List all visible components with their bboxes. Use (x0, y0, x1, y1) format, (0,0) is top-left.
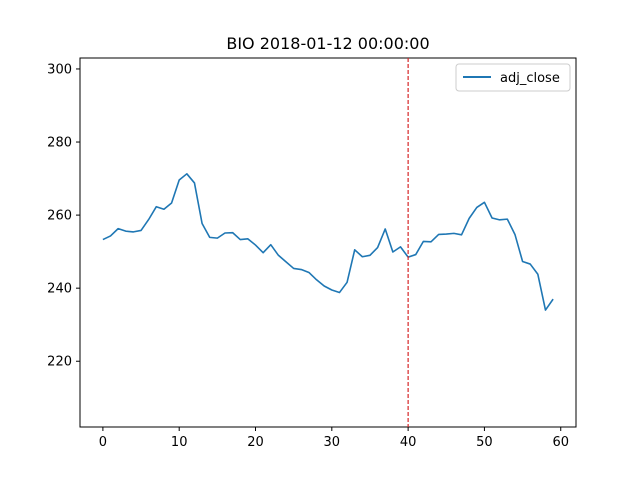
series-line-adj-close (102, 173, 554, 311)
plot-frame (79, 57, 577, 428)
plot-area (79, 57, 577, 428)
x-axis: 0 10 20 30 40 50 60 (99, 427, 569, 450)
x-tick-label: 10 (171, 435, 188, 450)
chart-title: BIO 2018-01-12 00:00:00 (226, 34, 429, 53)
x-tick-label: 20 (247, 435, 264, 450)
y-tick-label: 240 (47, 282, 72, 297)
x-tick-label: 30 (324, 435, 341, 450)
y-tick-label: 280 (47, 136, 72, 151)
x-tick-label: 60 (552, 435, 569, 450)
y-axis: 220 240 260 280 300 (47, 62, 80, 370)
y-tick-label: 220 (47, 355, 72, 370)
x-tick-label: 40 (400, 435, 417, 450)
y-tick-label: 300 (47, 62, 72, 77)
legend-box (455, 63, 571, 92)
y-tick-label: 260 (47, 209, 72, 224)
legend-label-adj-close: adj_close (500, 71, 560, 86)
legend: adj_close (455, 63, 571, 92)
series-layer (102, 173, 554, 311)
x-tick-label: 50 (476, 435, 493, 450)
x-tick-label: 0 (99, 435, 107, 450)
